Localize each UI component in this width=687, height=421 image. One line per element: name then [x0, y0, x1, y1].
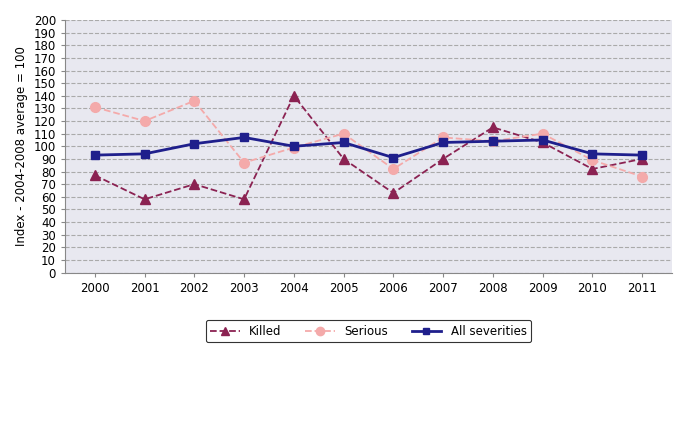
Y-axis label: Index - 2004-2008 average = 100: Index - 2004-2008 average = 100 — [15, 46, 28, 246]
Legend: Killed, Serious, All severities: Killed, Serious, All severities — [205, 320, 531, 342]
